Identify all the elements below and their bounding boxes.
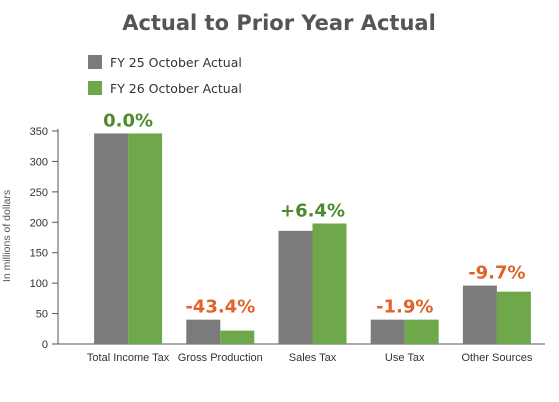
legend-label-fy26: FY 26 October Actual: [110, 81, 242, 96]
y-tick-label: 200: [30, 217, 48, 229]
x-category-label: Other Sources: [461, 352, 532, 364]
y-tick-label: 150: [30, 248, 48, 260]
bar-fy25: [186, 319, 221, 344]
y-tick-label: 300: [30, 156, 48, 168]
y-tick-label: 350: [30, 126, 48, 138]
change-annotations: 0.0% -43.4% +6.4% -1.9% -9.7%: [103, 110, 525, 317]
bar-fy26: [128, 133, 163, 344]
y-tick-label: 100: [30, 278, 48, 290]
bar-fy26: [312, 223, 347, 344]
legend-swatch-fy26: [88, 81, 102, 95]
bar-fy26: [220, 330, 255, 344]
y-axis-ticks: 0 50 100 150 200 250 300 350: [30, 126, 58, 351]
bar-fy25: [94, 133, 129, 344]
bar-fy25: [370, 319, 405, 344]
change-percentage-label: -1.9%: [376, 297, 433, 318]
change-percentage-label: +6.4%: [280, 201, 345, 222]
x-category-label: Gross Production: [178, 352, 263, 364]
change-percentage-label: -9.7%: [468, 263, 525, 284]
bars: [94, 133, 531, 344]
bar-fy26: [496, 291, 531, 344]
bar-fy25: [462, 285, 497, 344]
bar-fy26: [404, 319, 439, 344]
change-percentage-label: -43.4%: [185, 297, 255, 318]
change-percentage-label: 0.0%: [103, 110, 153, 131]
y-tick-label: 0: [42, 339, 48, 351]
legend: FY 25 October Actual FY 26 October Actua…: [88, 55, 242, 96]
y-tick-label: 50: [36, 309, 48, 321]
chart-title: Actual to Prior Year Actual: [122, 11, 436, 35]
legend-label-fy25: FY 25 October Actual: [110, 55, 242, 70]
x-category-label: Use Tax: [385, 352, 425, 364]
legend-swatch-fy25: [88, 55, 102, 69]
bar-fy25: [278, 230, 313, 344]
y-axis-label: In millions of dollars: [1, 190, 13, 282]
x-category-label: Sales Tax: [289, 352, 337, 364]
x-category-label: Total Income Tax: [87, 352, 170, 364]
category-labels: Total Income Tax Gross Production Sales Ta…: [87, 352, 533, 364]
y-tick-label: 250: [30, 187, 48, 199]
